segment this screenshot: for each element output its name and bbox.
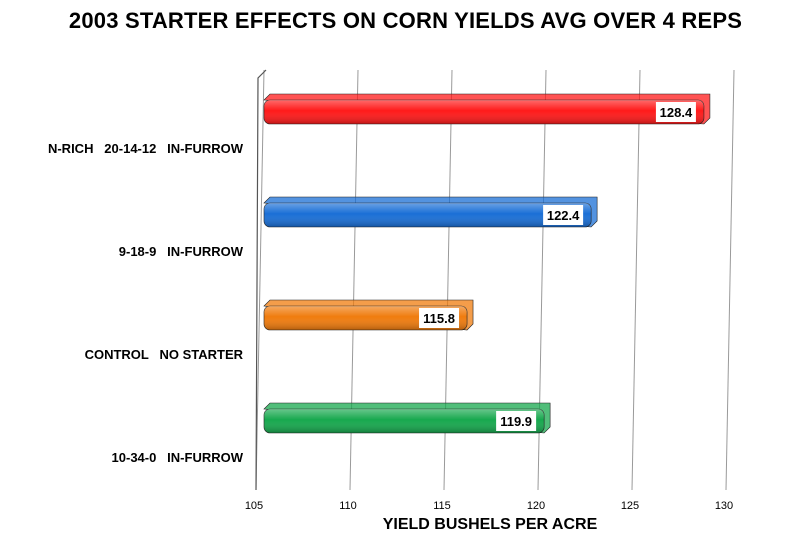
- gridline: [631, 69, 641, 491]
- category-label: CONTROL NO STARTER: [85, 347, 244, 362]
- category-label: 9-18-9 IN-FURROW: [119, 244, 244, 259]
- value-label-box: [496, 411, 537, 431]
- x-tick-label: 105: [245, 500, 263, 512]
- category-labels: N-RICH 20-14-12 IN-FURROW 9-18-9 IN-FURRO…: [48, 141, 244, 465]
- gridline: [255, 69, 265, 491]
- x-tick-label: 110: [339, 500, 357, 512]
- gridline: [725, 69, 735, 491]
- value-label-box: [655, 102, 696, 122]
- value-label-box: [543, 205, 584, 225]
- bar-shading: [264, 409, 545, 433]
- x-axis-title: YIELD BUSHELS PER ACRE: [382, 516, 598, 533]
- bar: 119.9: [263, 402, 551, 434]
- x-tick-label: 125: [621, 500, 639, 512]
- bar-shading: [264, 306, 468, 330]
- chart-title: 2003 STARTER EFFECTS ON CORN YIELDS AVG …: [68, 8, 743, 33]
- x-tick-label: 115: [433, 500, 451, 512]
- x-tick-label: 120: [527, 500, 545, 512]
- bar-shading: [264, 203, 592, 227]
- bars: 128.4 122.4 115.8 119.9: [263, 93, 711, 434]
- x-tick-label: 130: [715, 500, 733, 512]
- value-label: 128.4: [660, 105, 693, 120]
- category-label: 10-34-0 IN-FURROW: [112, 450, 244, 465]
- axis-wall: [255, 69, 267, 491]
- value-label-box: [419, 308, 460, 328]
- x-axis: 105 110 115 120 125 130: [245, 69, 733, 512]
- category-label: N-RICH 20-14-12 IN-FURROW: [48, 141, 244, 156]
- value-label: 119.9: [500, 414, 532, 429]
- bar-shading: [264, 100, 704, 124]
- bar: 128.4: [263, 93, 711, 125]
- bar: 115.8: [263, 299, 474, 331]
- bar: 122.4: [263, 196, 598, 228]
- value-label: 115.8: [423, 311, 455, 326]
- value-label: 122.4: [547, 208, 580, 223]
